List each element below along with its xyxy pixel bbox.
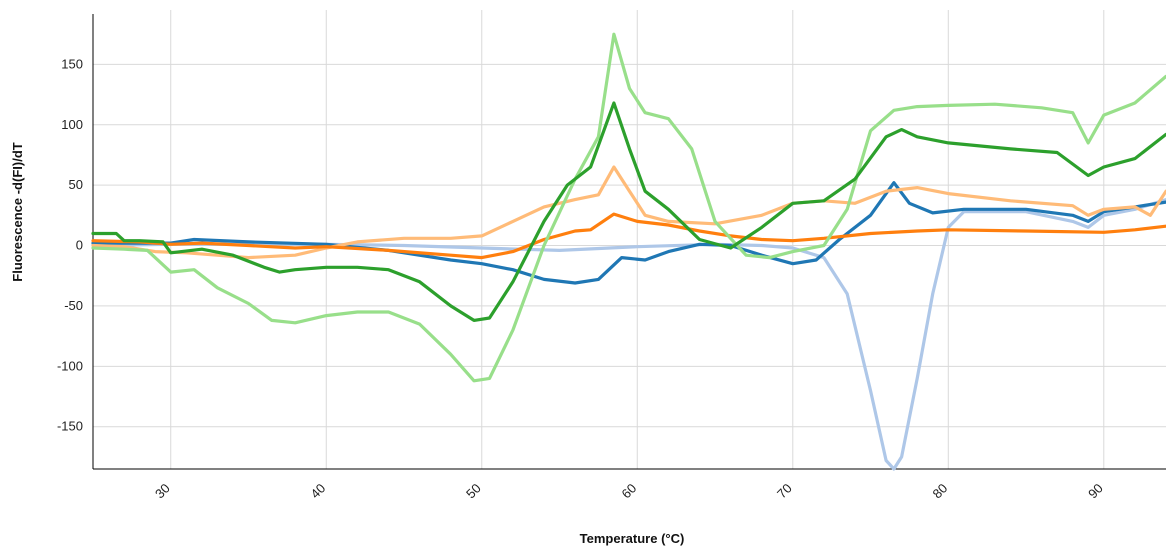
series-line-4 (91, 212, 1166, 260)
series-line-5 (91, 32, 1166, 383)
series-line-3 (91, 165, 1166, 260)
series-line-2 (91, 181, 1166, 285)
x-tick-label: 50 (463, 481, 484, 502)
y-tick-label: 150 (61, 56, 83, 71)
x-tick-label: 30 (152, 481, 173, 502)
x-tick-label: 90 (1085, 481, 1106, 502)
grid (93, 10, 1166, 469)
y-tick-label: 100 (61, 117, 83, 132)
y-tick-label: -150 (57, 419, 83, 434)
x-tick-label: 40 (308, 481, 329, 502)
x-axis-title: Temperature (°C) (580, 531, 685, 546)
y-tick-label: -100 (57, 358, 83, 373)
y-tick-label: 0 (76, 238, 83, 253)
y-axis-title: Fluorescence -d(FI)/dT (10, 142, 25, 281)
series-line-1 (91, 198, 1166, 471)
plot-area (91, 32, 1166, 471)
x-tick-label: 80 (930, 481, 951, 502)
y-tick-label: -50 (64, 298, 83, 313)
y-tick-label: 50 (69, 177, 83, 192)
series-line-6 (91, 101, 1166, 322)
tick-labels: -150 -100 -50 0 50 100 150 30 40 50 60 70 80 90 (57, 56, 1106, 501)
x-tick-label: 60 (619, 481, 640, 502)
x-tick-label: 70 (774, 481, 795, 502)
